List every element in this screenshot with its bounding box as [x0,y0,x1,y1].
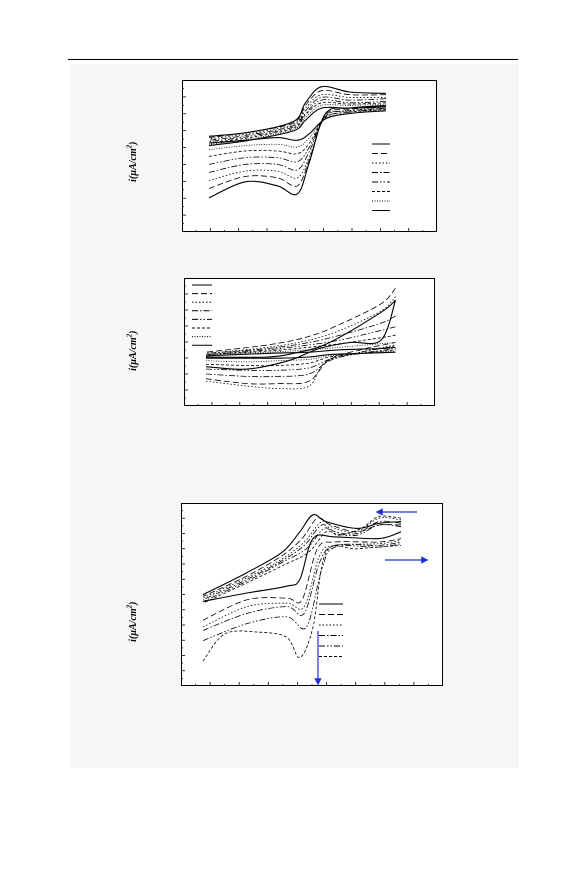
y-axis-label-close: ) [127,330,139,334]
series-line-reverse [208,96,386,141]
series-line-forward [205,342,396,385]
series-line-forward [202,531,402,603]
chart-middle [184,278,435,406]
series-line-forward [206,351,396,359]
chart-top [182,80,437,232]
series-line-forward [208,105,386,189]
series-line-reverse [208,89,386,138]
series-line-reverse [205,346,396,357]
y-axis-label-top: i(µA/cm2) [126,141,139,181]
plot-frame [184,278,435,406]
chart-top-svg [182,80,437,232]
y-axis-label-text: i(µA/cm [127,608,139,642]
chart-bottom-svg [181,503,443,686]
series-line-forward [205,350,396,363]
chart-middle-svg [184,278,435,406]
y-axis-label-sup: 2 [125,144,134,149]
plot-frame [181,503,443,686]
series-line-reverse [208,106,386,147]
y-axis-label-sup: 2 [125,604,134,609]
series-line-reverse [205,296,396,354]
series-line-reverse [202,513,402,596]
series-line-forward [202,541,402,631]
series-line-reverse [208,93,386,140]
series-line-forward [208,107,386,173]
series-line-forward [208,107,386,165]
series-line-reverse [205,342,396,355]
y-axis-label-close: ) [127,601,139,605]
series-line-reverse [205,315,396,354]
series-line-reverse [205,287,396,353]
series-line-reverse [205,299,396,358]
series-line-reverse [202,517,402,597]
series-line-forward [202,538,402,621]
y-axis-label-text: i(µA/cm [127,148,139,182]
series-line-forward [202,545,402,662]
series-line-forward [205,300,397,370]
y-axis-label-text: i(µA/cm [127,337,139,371]
series-line-reverse [202,515,402,604]
chart-bottom [181,503,443,686]
series-line-reverse [202,517,402,599]
series-line-forward [208,109,386,157]
y-axis-label-bottom: i(µA/cm2) [126,601,139,641]
series-line-reverse [205,326,396,355]
series-line-reverse [208,101,386,144]
series-line-reverse [205,334,396,355]
y-axis-label-middle: i(µA/cm2) [126,330,139,370]
y-axis-label-sup: 2 [125,333,134,338]
y-axis-label-close: ) [127,141,139,145]
series-line-reverse [208,103,386,145]
page-header-rule [68,59,518,60]
series-line-reverse [202,520,402,601]
